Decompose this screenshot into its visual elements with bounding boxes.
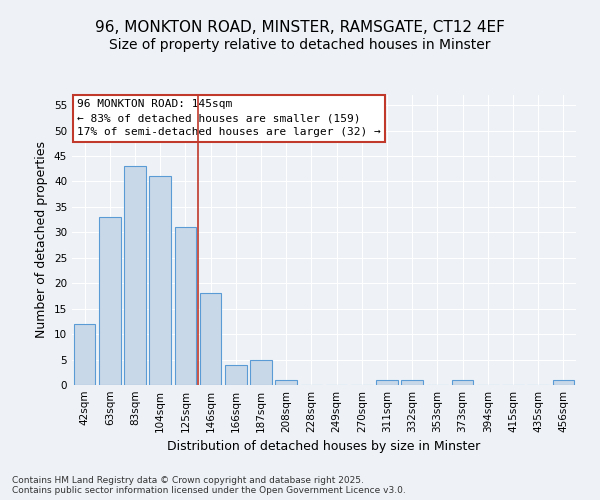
- Bar: [376, 380, 398, 385]
- Text: 96, MONKTON ROAD, MINSTER, RAMSGATE, CT12 4EF: 96, MONKTON ROAD, MINSTER, RAMSGATE, CT1…: [95, 20, 505, 35]
- Bar: [553, 380, 574, 385]
- Bar: [401, 380, 423, 385]
- Y-axis label: Number of detached properties: Number of detached properties: [35, 142, 49, 338]
- Bar: [250, 360, 272, 385]
- Bar: [452, 380, 473, 385]
- Bar: [200, 294, 221, 385]
- Bar: [124, 166, 146, 385]
- Text: 96 MONKTON ROAD: 145sqm
← 83% of detached houses are smaller (159)
17% of semi-d: 96 MONKTON ROAD: 145sqm ← 83% of detache…: [77, 100, 381, 138]
- X-axis label: Distribution of detached houses by size in Minster: Distribution of detached houses by size …: [167, 440, 481, 454]
- Bar: [74, 324, 95, 385]
- Text: Size of property relative to detached houses in Minster: Size of property relative to detached ho…: [109, 38, 491, 52]
- Text: Contains HM Land Registry data © Crown copyright and database right 2025.
Contai: Contains HM Land Registry data © Crown c…: [12, 476, 406, 495]
- Bar: [99, 217, 121, 385]
- Bar: [149, 176, 171, 385]
- Bar: [225, 364, 247, 385]
- Bar: [175, 228, 196, 385]
- Bar: [275, 380, 297, 385]
